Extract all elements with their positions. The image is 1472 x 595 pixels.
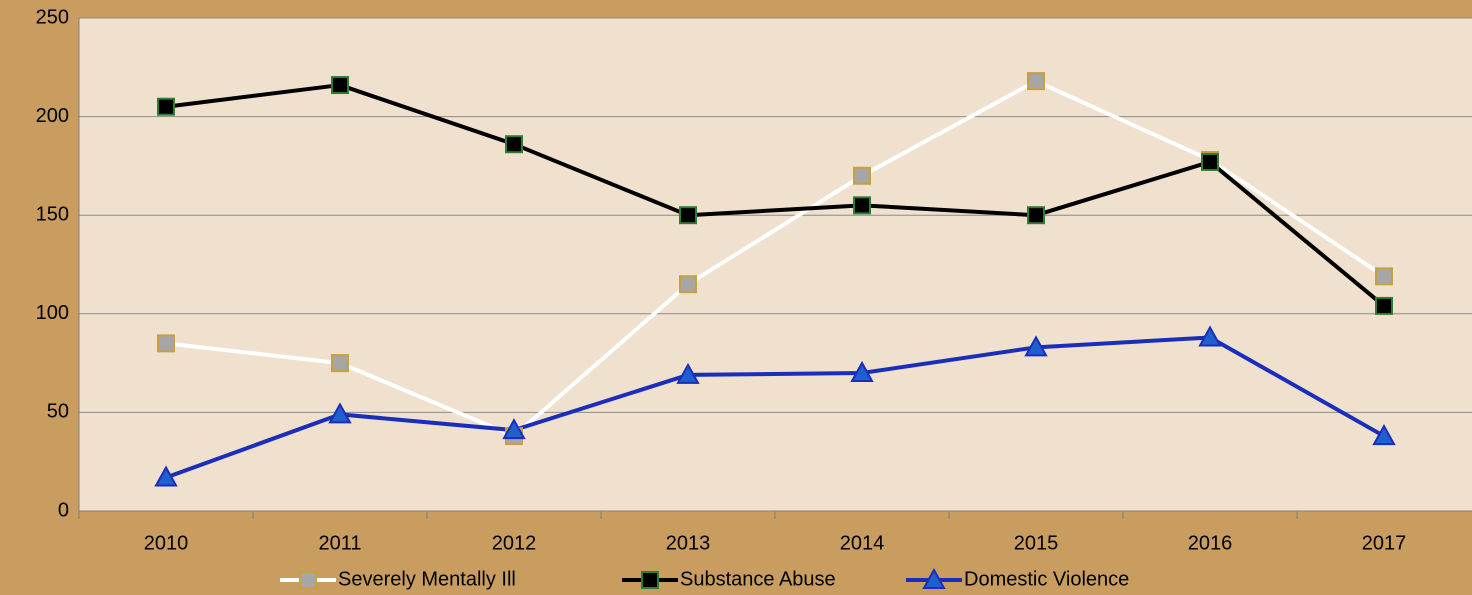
point-marker xyxy=(1027,72,1045,91)
point-marker xyxy=(1375,267,1393,286)
y-tick-label: 50 xyxy=(47,401,69,423)
point-marker xyxy=(1201,152,1219,171)
point-marker xyxy=(1198,325,1222,347)
x-tick-label: 2011 xyxy=(318,532,361,554)
y-tick-label: 150 xyxy=(36,203,69,225)
point-marker xyxy=(299,571,317,589)
point-marker xyxy=(328,402,352,424)
x-tick-label: 2010 xyxy=(144,532,189,554)
x-tick-label: 2015 xyxy=(1014,532,1059,554)
point-marker xyxy=(502,418,526,440)
point-marker xyxy=(1372,424,1396,446)
point-marker xyxy=(1024,335,1048,357)
point-marker xyxy=(505,135,523,154)
point-marker xyxy=(853,196,871,215)
legend-label: Severely Mentally Ill xyxy=(338,568,516,590)
y-tick-label: 250 xyxy=(36,6,69,28)
x-tick-label: 2017 xyxy=(1362,532,1407,554)
point-marker xyxy=(922,567,946,589)
y-tick-label: 200 xyxy=(36,105,69,127)
x-tick-label: 2014 xyxy=(840,532,885,554)
point-marker xyxy=(157,334,175,353)
legend-label: Substance Abuse xyxy=(680,568,836,590)
point-marker xyxy=(676,362,700,384)
point-marker xyxy=(679,275,697,294)
point-marker xyxy=(331,76,349,95)
series-line xyxy=(165,335,1385,480)
point-marker xyxy=(850,360,874,382)
point-marker xyxy=(1027,206,1045,225)
point-marker xyxy=(157,97,175,116)
point-marker xyxy=(1375,296,1393,315)
x-tick-label: 2013 xyxy=(666,532,711,554)
point-marker xyxy=(679,206,697,225)
y-tick-label: 0 xyxy=(58,499,69,521)
series-line xyxy=(165,79,1386,439)
x-tick-label: 2016 xyxy=(1188,532,1233,554)
y-tick-label: 100 xyxy=(36,302,69,324)
x-tick-label: 2012 xyxy=(492,532,537,554)
series-line xyxy=(165,83,1386,308)
point-marker xyxy=(331,354,349,373)
legend-label: Domestic Violence xyxy=(964,568,1129,590)
point-marker xyxy=(641,571,659,589)
point-marker xyxy=(853,166,871,185)
point-marker xyxy=(154,465,178,487)
plot-area xyxy=(79,18,1472,511)
